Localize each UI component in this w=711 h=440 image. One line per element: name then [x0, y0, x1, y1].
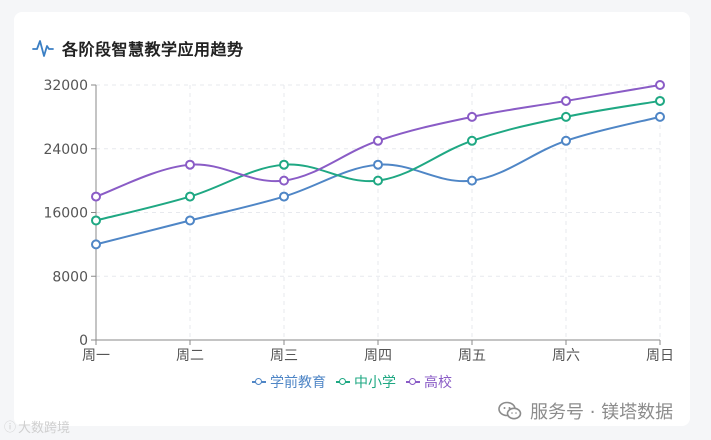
wechat-icon: [498, 401, 522, 420]
chart-header: 各阶段智慧教学应用趋势: [32, 36, 244, 60]
y-tick-label-4: 32000: [43, 78, 88, 94]
data-point-1-5: [561, 111, 571, 122]
data-point-2-2: [279, 175, 289, 186]
line-trend-icon: [32, 40, 54, 57]
data-point-1-0: [91, 215, 101, 226]
watermark-logo-icon: ⓘ: [4, 420, 17, 434]
chart-card: 各阶段智慧教学应用趋势 0 8000 16000 24000 32000 周一 周二 周三 周四…: [14, 12, 690, 426]
line-chart: 0 8000 16000 24000 32000 周一 周二 周三 周四 周五 周六 周日: [43, 78, 674, 364]
data-point-2-0: [91, 191, 101, 202]
x-tick-label-1: 周二: [176, 348, 204, 364]
data-point-1-6: [655, 95, 665, 106]
data-point-2-5: [561, 95, 571, 106]
legend-swatch-1: [336, 377, 350, 387]
legend-label-1: 中小学: [354, 375, 396, 391]
x-tick-label-5: 周六: [552, 348, 580, 364]
watermark-right: 服务号 · 镁塔数据: [498, 398, 673, 424]
legend-item-0[interactable]: 学前教育: [252, 372, 326, 392]
data-point-1-1: [185, 191, 195, 202]
x-tick-label-0: 周一: [82, 348, 110, 364]
data-point-1-2: [279, 159, 289, 170]
y-tick-label-0: 0: [79, 333, 88, 349]
legend-swatch-0: [252, 377, 266, 387]
y-tick-label-1: 8000: [52, 269, 88, 285]
data-point-1-3: [373, 175, 383, 186]
x-tick-label-4: 周五: [458, 348, 486, 364]
data-point-0-3: [373, 159, 383, 170]
data-point-0-6: [655, 111, 665, 122]
legend-item-2[interactable]: 高校: [406, 372, 452, 392]
data-point-0-0: [91, 239, 101, 250]
y-tick-label-2: 16000: [43, 206, 88, 222]
x-tick-label-3: 周四: [364, 348, 392, 364]
watermark-right-text: 服务号 · 镁塔数据: [530, 402, 674, 423]
x-tick-label-6: 周日: [646, 348, 674, 364]
x-tick-label-2: 周三: [270, 348, 298, 364]
data-point-0-2: [279, 191, 289, 202]
data-point-0-4: [467, 175, 477, 186]
legend-item-1[interactable]: 中小学: [336, 372, 396, 392]
chart-legend: 学前教育 中小学 高校: [14, 372, 690, 392]
data-point-0-5: [561, 135, 571, 146]
y-tick-label-3: 24000: [43, 142, 88, 158]
data-point-2-6: [655, 80, 665, 90]
data-point-1-4: [467, 135, 477, 146]
data-point-0-1: [185, 215, 195, 226]
data-point-2-3: [373, 135, 383, 146]
data-point-2-4: [467, 111, 477, 122]
chart-title: 各阶段智慧教学应用趋势: [62, 40, 244, 59]
legend-swatch-2: [406, 377, 420, 387]
legend-label-0: 学前教育: [270, 375, 326, 391]
watermark-left-text: 大数跨境: [18, 421, 71, 436]
data-point-2-1: [185, 159, 195, 170]
legend-label-2: 高校: [424, 375, 452, 391]
watermark-left: ⓘ 大数跨境: [4, 417, 70, 436]
